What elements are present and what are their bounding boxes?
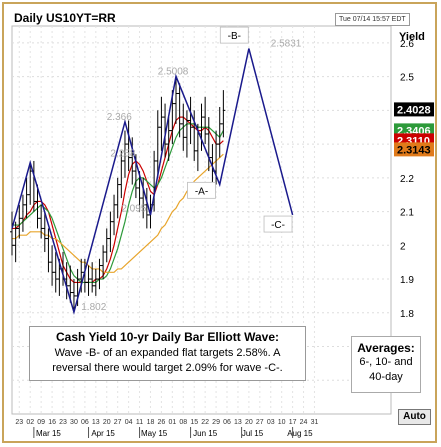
x-day-label: 23 (59, 419, 67, 426)
wave-label-box (219, 26, 249, 44)
x-day-label: 08 (179, 419, 187, 426)
ohlc-bar (112, 194, 117, 236)
y-axis-unit: Yield (399, 31, 425, 43)
level-label: 2.095 (121, 203, 146, 214)
x-day-label: 11 (136, 419, 143, 426)
level-label: 1.802 (81, 302, 106, 313)
x-day-label: 15 (190, 419, 198, 426)
ohlc-bar (181, 103, 186, 151)
x-day-label: 13 (234, 419, 242, 426)
y-tick-label: 1.8 (400, 309, 414, 320)
averages-title: Averages: (357, 341, 415, 355)
x-day-label: 13 (92, 419, 100, 426)
x-day-label: 27 (114, 419, 122, 426)
y-tick-label: 2.5 (400, 73, 414, 84)
level-label: 2.366 (107, 112, 132, 123)
ohlc-bar (188, 96, 193, 145)
ohlc-bar (108, 211, 113, 253)
ohlc-bar (184, 110, 189, 158)
x-month-label: May 15 (141, 429, 168, 438)
averages-box: Averages: 6-, 10- and 40-day (351, 336, 421, 393)
x-day-label: 03 (267, 419, 275, 426)
price-tag-bg (394, 102, 434, 117)
annotation-body: Wave -B- of an expanded flat targets 2.5… (52, 347, 283, 374)
x-day-label: 20 (245, 419, 253, 426)
ohlc-bar (20, 194, 25, 232)
ohlc-bar (53, 252, 58, 293)
level-label: 2.5008 (158, 66, 189, 77)
ohlc-bar (24, 177, 29, 219)
ohlc-bar (90, 262, 95, 293)
x-day-label: 20 (103, 419, 111, 426)
x-day-label: 17 (289, 419, 297, 426)
price-tag-text: 2.3143 (397, 144, 431, 156)
x-day-label: 10 (278, 419, 286, 426)
chart-frame: 1.61.71.81.922.12.22.32.42.52.6Yield2302… (2, 2, 437, 443)
x-day-label: 30 (70, 419, 78, 426)
x-day-label: 22 (201, 419, 209, 426)
x-day-label: 06 (223, 419, 231, 426)
ohlc-bar (221, 90, 226, 138)
x-day-label: 09 (37, 419, 45, 426)
auto-button[interactable]: Auto (398, 409, 431, 425)
ma-line-10-day (12, 123, 224, 284)
ohlc-bar (50, 245, 55, 286)
annotation-box: Cash Yield 10-yr Daily Bar Elliott Wave:… (29, 326, 306, 381)
price-tag: 2.3143 (394, 142, 434, 157)
wave-label: -C- (263, 215, 293, 233)
x-day-label: 26 (158, 419, 166, 426)
wave-label-box (263, 215, 293, 233)
ohlc-bar (97, 258, 102, 290)
x-day-label: 27 (256, 419, 264, 426)
x-month-label: Jul 15 (242, 429, 264, 438)
ohlc-bar (203, 96, 208, 145)
chart-title: Daily US10YT=RR (14, 11, 116, 25)
chart-canvas: 1.61.71.81.922.12.22.32.42.52.6Yield2302… (10, 25, 434, 438)
wave-label-text: -A- (195, 186, 208, 197)
x-day-label: 31 (311, 419, 319, 426)
x-day-label: 01 (168, 419, 176, 426)
wave-label: -B- (219, 26, 249, 44)
x-month-label: Aug 15 (287, 429, 313, 438)
y-tick-label: 2.6 (400, 39, 414, 50)
price-tag-bg (394, 142, 434, 157)
x-day-label: 29 (212, 419, 220, 426)
price-tag: 2.4028 (394, 102, 434, 117)
x-day-label: 16 (48, 419, 56, 426)
timestamp: Tue 07/14 15:57 EDT (335, 13, 410, 26)
ohlc-bar (115, 177, 120, 219)
x-month-label: Apr 15 (91, 429, 115, 438)
y-tick-label: 2.2 (400, 174, 414, 185)
x-month-label: Jun 15 (193, 429, 218, 438)
x-day-label: 04 (125, 419, 133, 426)
y-tick-label: 2.1 (400, 208, 414, 219)
ohlc-bar (10, 211, 14, 256)
wave-label-box (187, 181, 216, 199)
annotation-title: Cash Yield 10-yr Daily Bar Elliott Wave: (56, 330, 279, 344)
wave-label-text: -B- (228, 31, 241, 42)
x-day-label: 23 (15, 419, 23, 426)
y-tick-label: 1.9 (400, 275, 414, 286)
wave-label: -A- (187, 181, 216, 199)
price-tag-text: 2.4028 (397, 104, 431, 116)
ma-line-6-day (12, 116, 224, 284)
x-month-label: Mar 15 (36, 429, 61, 438)
averages-body: 6-, 10- and 40-day (359, 356, 413, 383)
ohlc-bar (217, 106, 222, 158)
level-label: 2.5831 (271, 39, 302, 50)
x-day-label: 24 (300, 419, 308, 426)
ohlc-bar (86, 265, 91, 296)
x-day-label: 18 (147, 419, 155, 426)
x-day-label: 06 (81, 419, 89, 426)
elliott-wave-path (11, 48, 294, 315)
ohlc-bar (159, 96, 164, 151)
wave-label-text: -C- (271, 220, 285, 231)
x-day-label: 02 (26, 419, 34, 426)
y-tick-label: 2 (400, 241, 406, 252)
level-label: 2.258 (110, 148, 135, 159)
